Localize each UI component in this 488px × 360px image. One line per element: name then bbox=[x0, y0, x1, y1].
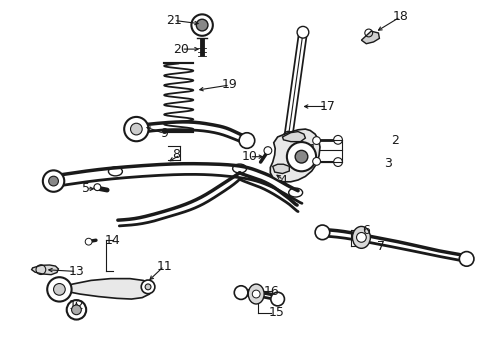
Text: 9: 9 bbox=[160, 127, 168, 140]
Circle shape bbox=[141, 280, 155, 294]
Circle shape bbox=[66, 300, 86, 320]
Circle shape bbox=[333, 135, 342, 144]
Text: 11: 11 bbox=[156, 260, 172, 273]
Circle shape bbox=[54, 284, 65, 295]
Polygon shape bbox=[272, 164, 289, 174]
Text: 20: 20 bbox=[173, 42, 189, 55]
Circle shape bbox=[252, 290, 260, 298]
Text: 15: 15 bbox=[268, 306, 284, 319]
Circle shape bbox=[191, 14, 212, 36]
Circle shape bbox=[196, 19, 207, 31]
Text: 12: 12 bbox=[68, 299, 84, 312]
Ellipse shape bbox=[288, 188, 302, 197]
Circle shape bbox=[283, 131, 293, 141]
Text: 13: 13 bbox=[68, 265, 84, 278]
Circle shape bbox=[286, 142, 315, 171]
Text: 19: 19 bbox=[222, 78, 237, 91]
Polygon shape bbox=[270, 129, 319, 182]
Text: 6: 6 bbox=[362, 224, 369, 237]
Circle shape bbox=[333, 158, 342, 166]
Polygon shape bbox=[361, 31, 379, 44]
Circle shape bbox=[47, 277, 71, 302]
Circle shape bbox=[295, 150, 307, 163]
Circle shape bbox=[270, 292, 284, 306]
Circle shape bbox=[130, 123, 142, 135]
Circle shape bbox=[43, 170, 64, 192]
Circle shape bbox=[49, 176, 58, 186]
Ellipse shape bbox=[352, 226, 369, 248]
Text: 7: 7 bbox=[376, 240, 384, 253]
Text: 21: 21 bbox=[165, 14, 182, 27]
Circle shape bbox=[71, 305, 81, 315]
Text: 16: 16 bbox=[263, 285, 279, 298]
Polygon shape bbox=[282, 132, 305, 141]
Circle shape bbox=[85, 238, 92, 245]
Polygon shape bbox=[58, 279, 152, 299]
Circle shape bbox=[264, 147, 271, 154]
Text: 18: 18 bbox=[392, 10, 407, 23]
Ellipse shape bbox=[248, 284, 264, 304]
Ellipse shape bbox=[232, 164, 246, 173]
Text: 2: 2 bbox=[391, 134, 399, 147]
Text: 4: 4 bbox=[279, 174, 287, 186]
Circle shape bbox=[297, 26, 308, 38]
Circle shape bbox=[124, 117, 148, 141]
Polygon shape bbox=[32, 265, 58, 275]
Circle shape bbox=[356, 233, 366, 242]
Text: 17: 17 bbox=[319, 100, 335, 113]
Text: 1: 1 bbox=[308, 143, 316, 156]
Text: 3: 3 bbox=[384, 157, 391, 170]
Circle shape bbox=[312, 137, 320, 144]
Text: 5: 5 bbox=[82, 183, 90, 195]
Circle shape bbox=[234, 286, 247, 300]
Text: 14: 14 bbox=[105, 234, 121, 247]
Circle shape bbox=[314, 225, 329, 240]
Circle shape bbox=[312, 157, 320, 165]
Circle shape bbox=[145, 284, 151, 290]
Circle shape bbox=[239, 133, 254, 148]
Ellipse shape bbox=[108, 167, 122, 176]
Circle shape bbox=[94, 184, 101, 190]
Circle shape bbox=[458, 252, 473, 266]
Text: 8: 8 bbox=[172, 148, 180, 161]
Text: 10: 10 bbox=[241, 150, 257, 163]
